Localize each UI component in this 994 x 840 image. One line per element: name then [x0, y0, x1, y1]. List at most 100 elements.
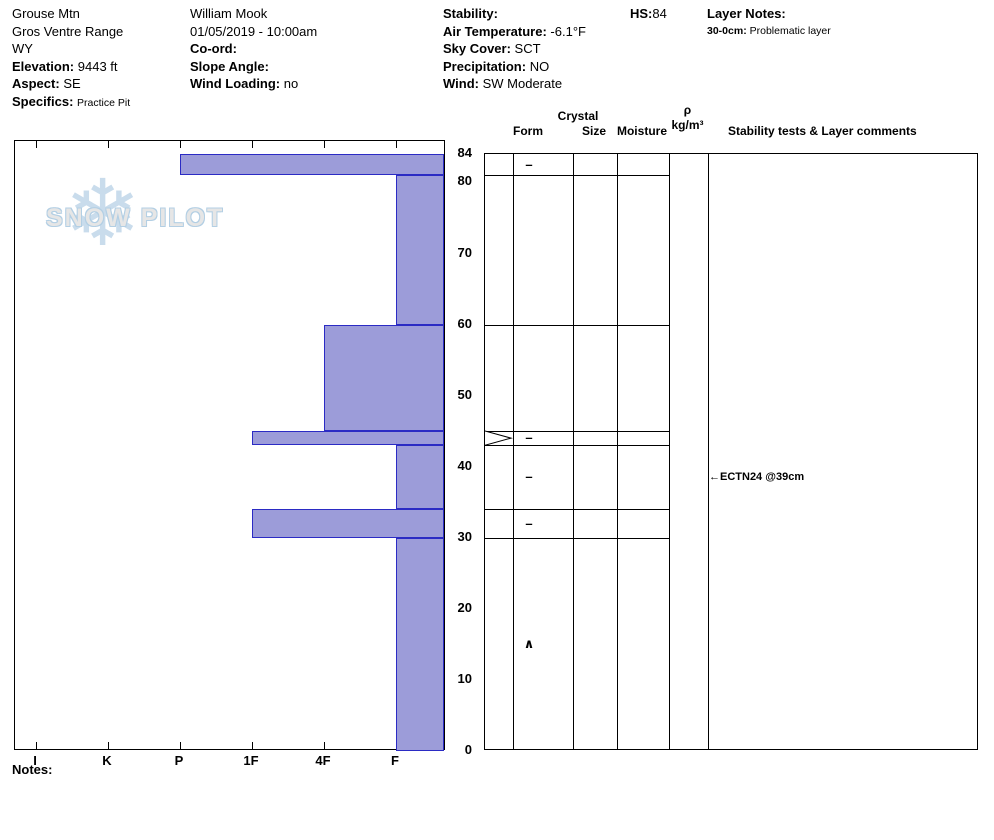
sky-cover-value: SCT — [514, 41, 541, 56]
hardness-profile-chart — [14, 140, 445, 751]
hs-label: HS: — [630, 6, 653, 21]
sky-cover-row: Sky Cover: SCT — [443, 40, 586, 58]
precipitation-row: Precipitation: NO — [443, 58, 586, 76]
layer-data-panel: – – – – ∧ ←ECTN24 @39cm — [484, 153, 978, 750]
depth-tick-label: 84 — [457, 145, 472, 160]
precipitation-value: NO — [529, 58, 550, 74]
density-units-header: kg/m³ — [671, 118, 704, 132]
site-name: Grouse Mtn — [12, 6, 80, 21]
stability-label: Stability: — [443, 6, 498, 21]
depth-tick-label: 0 — [464, 742, 472, 757]
depth-tick-label: 80 — [457, 173, 472, 189]
layer-boundary-line — [485, 175, 669, 177]
form-size-divider — [573, 154, 574, 749]
snowpilot-logo-text: SNOW PILOT — [46, 204, 225, 232]
density-comments-divider — [708, 154, 709, 749]
elevation-label: Elevation: — [12, 58, 75, 74]
crystal-header: Crystal — [557, 109, 599, 123]
layer-boundary-line — [485, 431, 669, 433]
wind-label: Wind: — [443, 76, 479, 91]
hardness-tick — [252, 141, 253, 148]
depth-tick-label: 40 — [457, 457, 472, 473]
snow-layer-bar — [396, 537, 444, 751]
location-info: Grouse Mtn Gros Ventre Range WY Elevatio… — [12, 5, 130, 112]
snow-layer-bar — [252, 431, 444, 446]
air-temp-value: -6.1°F — [550, 23, 586, 39]
observation-datetime: 01/05/2019 - 10:00am — [190, 23, 318, 39]
sky-cover-label: Sky Cover: — [443, 41, 511, 56]
stability-test-annotation: ←ECTN24 @39cm — [709, 471, 805, 484]
elevation-value: 9443 ft — [77, 58, 118, 74]
grain-form-symbol: – — [525, 156, 533, 172]
layer-boundary-line — [485, 445, 669, 447]
specifics-value: Practice Pit — [77, 96, 131, 109]
layer-notes-title: Layer Notes: — [707, 6, 786, 21]
hardness-tick — [108, 141, 109, 148]
size-column-header: Size — [581, 124, 606, 138]
hardness-tick-label: P — [174, 753, 184, 768]
notes-label: Notes: — [12, 762, 53, 777]
snow-layer-bar — [396, 445, 444, 510]
depth-tick-label: 10 — [457, 670, 472, 686]
layer-note: 30-0cm: Problematic layer — [707, 23, 831, 41]
snow-layer-bar — [396, 175, 444, 325]
hs-value: 84 — [652, 6, 667, 21]
hardness-tick-label: 1F — [243, 753, 259, 768]
hardness-tick-label: K — [102, 753, 112, 768]
size-moisture-divider — [617, 154, 618, 749]
conditions-info: Stability: Air Temperature: -6.1°F Sky C… — [443, 5, 586, 93]
specifics-label: Specifics: — [12, 93, 74, 109]
aspect-label: Aspect: — [12, 76, 60, 91]
hs-total-depth: HS:84 — [630, 5, 667, 23]
precipitation-label: Precipitation: — [443, 58, 527, 74]
depth-axis: 0 10 20 30 40 50 60 70 80 84 — [444, 140, 472, 765]
layer-boundary-line — [485, 537, 669, 539]
wind-row: Wind: SW Moderate — [443, 75, 586, 93]
specifics-row: Specifics: Practice Pit — [12, 93, 130, 113]
hardness-axis: I K P 1F 4F F — [14, 753, 454, 771]
layer-boundary-line — [485, 509, 669, 511]
mountain-range: Gros Ventre Range — [12, 23, 124, 39]
thin-layer-pinch-marker — [485, 430, 513, 446]
hardness-tick-label: I — [33, 753, 37, 768]
snowflake-icon: ❄ — [64, 163, 142, 265]
depth-tick-label: 60 — [457, 315, 472, 331]
observer-info: William Mook 01/05/2019 - 10:00am Co-ord… — [190, 5, 317, 93]
hardness-tick — [36, 141, 37, 148]
elevation-row: Elevation: 9443 ft — [12, 58, 130, 76]
hardness-tick-label: 4F — [315, 753, 331, 768]
hardness-tick — [252, 742, 253, 749]
air-temp-row: Air Temperature: -6.1°F — [443, 23, 586, 41]
aspect-row: Aspect: SE — [12, 75, 130, 93]
layer-notes: Layer Notes: 30-0cm: Problematic layer — [707, 5, 831, 40]
air-temp-label: Air Temperature: — [443, 23, 547, 39]
coord-label: Co-ord: — [190, 41, 237, 56]
depth-tick-label: 70 — [457, 244, 472, 260]
layer-boundary-line — [485, 324, 669, 326]
hardness-tick-label: F — [391, 753, 399, 768]
observer-name: William Mook — [190, 6, 268, 21]
depth-tick-label: 20 — [457, 599, 472, 615]
grain-form-symbol: – — [525, 469, 533, 485]
depth-tick-label: 30 — [457, 528, 472, 544]
wind-loading-row: Wind Loading: no — [190, 75, 317, 93]
layer-note-range: 30-0cm: — [707, 24, 747, 37]
comments-column-header: Stability tests & Layer comments — [728, 124, 917, 138]
form-column-header: Form — [513, 124, 543, 138]
density-symbol-header: ρ — [683, 103, 692, 117]
wind-loading-label: Wind Loading: — [190, 76, 281, 91]
snow-layer-bar — [324, 324, 444, 432]
moisture-density-divider — [669, 154, 670, 749]
grain-form-symbol: ∧ — [523, 636, 535, 652]
hardness-tick — [36, 742, 37, 749]
moisture-column-header: Moisture — [616, 124, 667, 138]
hardness-tick — [180, 742, 181, 749]
hardness-tick — [324, 742, 325, 749]
depth-tick-label: 50 — [457, 386, 472, 402]
state: WY — [12, 41, 33, 56]
wind-value: SW Moderate — [482, 76, 563, 91]
snow-layer-bar — [180, 154, 444, 176]
hardness-tick — [108, 742, 109, 749]
hardness-tick — [180, 141, 181, 148]
grain-form-symbol: – — [525, 430, 533, 446]
